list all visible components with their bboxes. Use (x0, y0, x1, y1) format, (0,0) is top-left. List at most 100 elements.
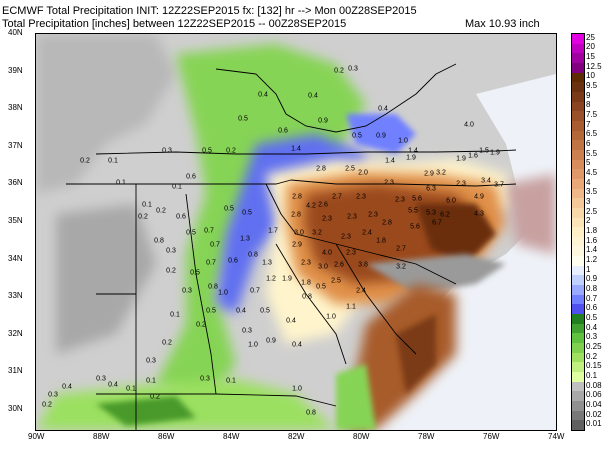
colorbar-cell (572, 82, 584, 93)
map-value: 0.2 (334, 67, 344, 75)
map-value: 0.3 (166, 247, 176, 255)
colorbar-level-label: 20 (586, 42, 595, 52)
map-value: 0.4 (236, 307, 246, 315)
colorbar-cell (572, 169, 584, 180)
map-value: 0.5 (224, 205, 234, 213)
map-value: 0.4 (108, 381, 118, 389)
map-value: 0.8 (154, 237, 164, 245)
map-value: 3.0 (318, 263, 328, 271)
map-value: 0.9 (318, 117, 328, 125)
map-value: 2.3 (456, 180, 466, 188)
map-value: 1.3 (262, 259, 272, 267)
map-value: 3.2 (396, 263, 406, 271)
map-value: 2.5 (345, 165, 355, 173)
map-value: 0.2 (80, 157, 90, 165)
map-value: 2.3 (301, 259, 311, 267)
lon-tick-label: 86W (158, 432, 175, 441)
colorbar-cell (572, 304, 584, 315)
colorbar-cell (572, 362, 584, 373)
map-value: 1.9 (282, 275, 292, 283)
map-value: 2.3 (341, 233, 351, 241)
state-borders (66, 63, 517, 430)
colorbar-level-label: 5.5 (586, 148, 598, 158)
colorbar-level-label: 1 (586, 264, 591, 274)
lat-tick-label: 30N (8, 404, 23, 413)
colorbar-level-label: 12.5 (586, 61, 602, 71)
map-value: 1.8 (301, 279, 311, 287)
colorbar-cell (572, 53, 584, 64)
lat-tick-label: 36N (8, 178, 23, 188)
map-value: 2.3 (322, 215, 332, 223)
colorbar-level-label: 1.6 (586, 235, 598, 245)
map-value: 0.4 (378, 105, 388, 113)
map-value: 0.2 (226, 147, 236, 155)
map-value: 2.8 (291, 211, 301, 219)
map-value: 0.2 (156, 207, 166, 215)
map-value: 2.6 (318, 201, 328, 209)
colorbar-level-label: 8 (586, 100, 591, 110)
map-value: 0.3 (200, 375, 210, 383)
map-value: 1.1 (346, 303, 356, 311)
colorbar-level-label: 0.2 (586, 351, 598, 361)
map-value: 5.6 (412, 195, 422, 203)
colorbar-cell (572, 198, 584, 209)
map-value: 1.3 (240, 235, 250, 243)
lon-tick-label: 82W (288, 432, 305, 441)
map-value: 0.4 (258, 91, 268, 99)
map-value: 2.8 (292, 193, 302, 201)
colorbar-level-label: 2 (586, 216, 591, 226)
map-value: 0.6 (176, 213, 186, 221)
map-value: 0.1 (172, 183, 182, 191)
colorbar-level-label: 1.8 (586, 226, 598, 235)
map-value: 0.9 (266, 337, 276, 345)
colorbar-cell (572, 246, 584, 257)
colorbar-level-label: 0.02 (586, 409, 602, 419)
map-value: 0.6 (278, 127, 288, 135)
map-value: 0.3 (146, 357, 156, 365)
map-value: 1.9 (490, 149, 500, 157)
colorbar-cell (572, 111, 584, 122)
map-value: 0.1 (116, 179, 126, 187)
map-value: 0.4 (286, 317, 296, 325)
header-line-1: ECMWF Total Precipitation INIT: 12Z22SEP… (2, 5, 417, 17)
map-value: 0.6 (228, 257, 238, 265)
colorbar-cell (572, 140, 584, 151)
colorbar-cell (572, 120, 584, 132)
map-value: 0.5 (202, 147, 212, 155)
map-value: 1.0 (398, 137, 408, 145)
lat-tick-label: 33N (8, 291, 23, 301)
colorbar-level-label: 3 (586, 197, 591, 207)
lat-tick-label: 38N (8, 103, 23, 113)
colorbar-level-label: 0.6 (586, 303, 598, 313)
map-value: 6.0 (446, 197, 456, 205)
map-value: 2.9 (292, 241, 302, 249)
precipitation-map: 0.2 0.3 0.4 0.9 0.4 0.5 0.6 1.4 0.9 1.0 1.4 1.9 1.6 1… (35, 33, 557, 431)
colorbar-level-label: 0.04 (586, 399, 602, 409)
precipitation-colorbar (571, 33, 585, 431)
colorbar-level-label: 7.5 (586, 110, 598, 120)
map-value: 0.5 (190, 269, 200, 277)
map-value: 2.8 (382, 219, 392, 227)
map-value: 0.3 (162, 147, 172, 155)
colorbar-level-label: 15 (586, 52, 595, 62)
map-value: 0.2 (196, 321, 206, 329)
map-value: 6.7 (432, 219, 442, 227)
lon-tick-label: 84W (223, 432, 240, 441)
lon-tick-label: 76W (483, 432, 500, 441)
lat-tick-label: 37N (8, 140, 23, 150)
map-value: 2.3 (347, 213, 357, 221)
colorbar-cell (572, 391, 584, 402)
map-value: 1.4 (408, 147, 418, 155)
colorbar-cell (572, 372, 584, 383)
map-value: 2.3 (368, 211, 378, 219)
map-value: 2.0 (358, 169, 368, 177)
map-value: 1.5 (479, 147, 489, 155)
map-value: 6.3 (426, 185, 436, 193)
lon-tick-label: 88W (93, 432, 110, 441)
colorbar-level-label: 0.08 (586, 380, 602, 390)
map-value: 1.9 (456, 155, 466, 163)
map-value: 4.0 (322, 249, 332, 257)
map-value: 1.7 (268, 227, 278, 235)
colorbar-cell (572, 343, 584, 354)
map-value: 2.4 (362, 229, 372, 237)
